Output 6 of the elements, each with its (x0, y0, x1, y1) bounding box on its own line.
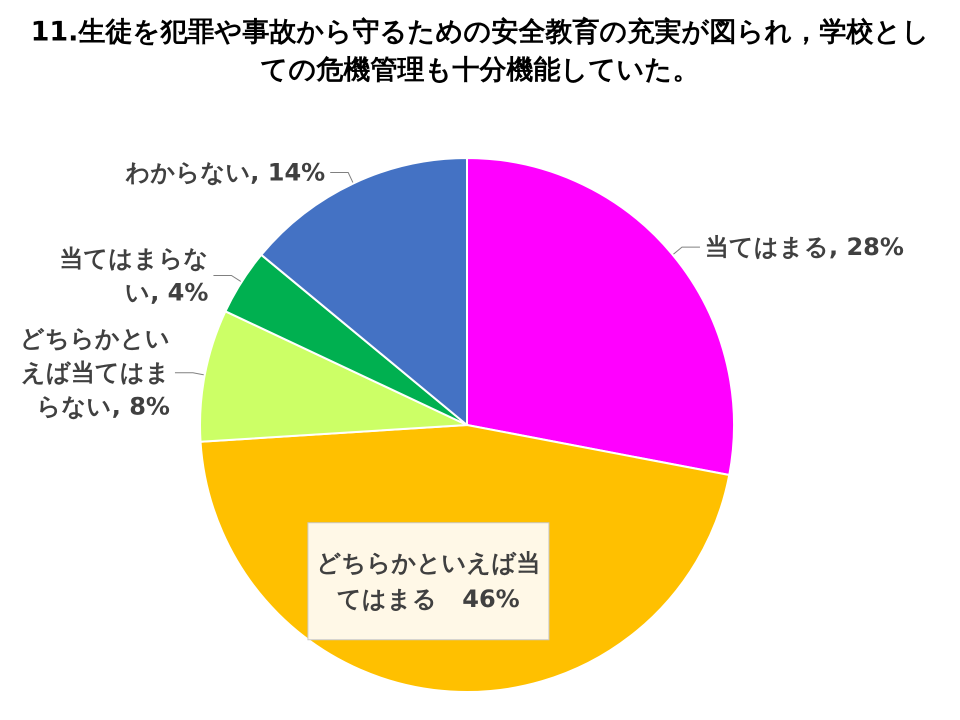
slice-label: 当てはまる, 28% (704, 233, 904, 262)
slice-label: わからない, 14% (124, 158, 326, 187)
slice-label: どちらかといえば当てはまらない, 8% (20, 324, 170, 421)
slice-label: 当てはまらない, 4% (59, 244, 208, 307)
chart-title: 11.生徒を犯罪や事故から守るための安全教育の充実が図られ，学校としての危機管理も十分機能していた。 (30, 16, 930, 86)
slice-label: どちらかといえば当てはまる 46% (316, 549, 540, 614)
